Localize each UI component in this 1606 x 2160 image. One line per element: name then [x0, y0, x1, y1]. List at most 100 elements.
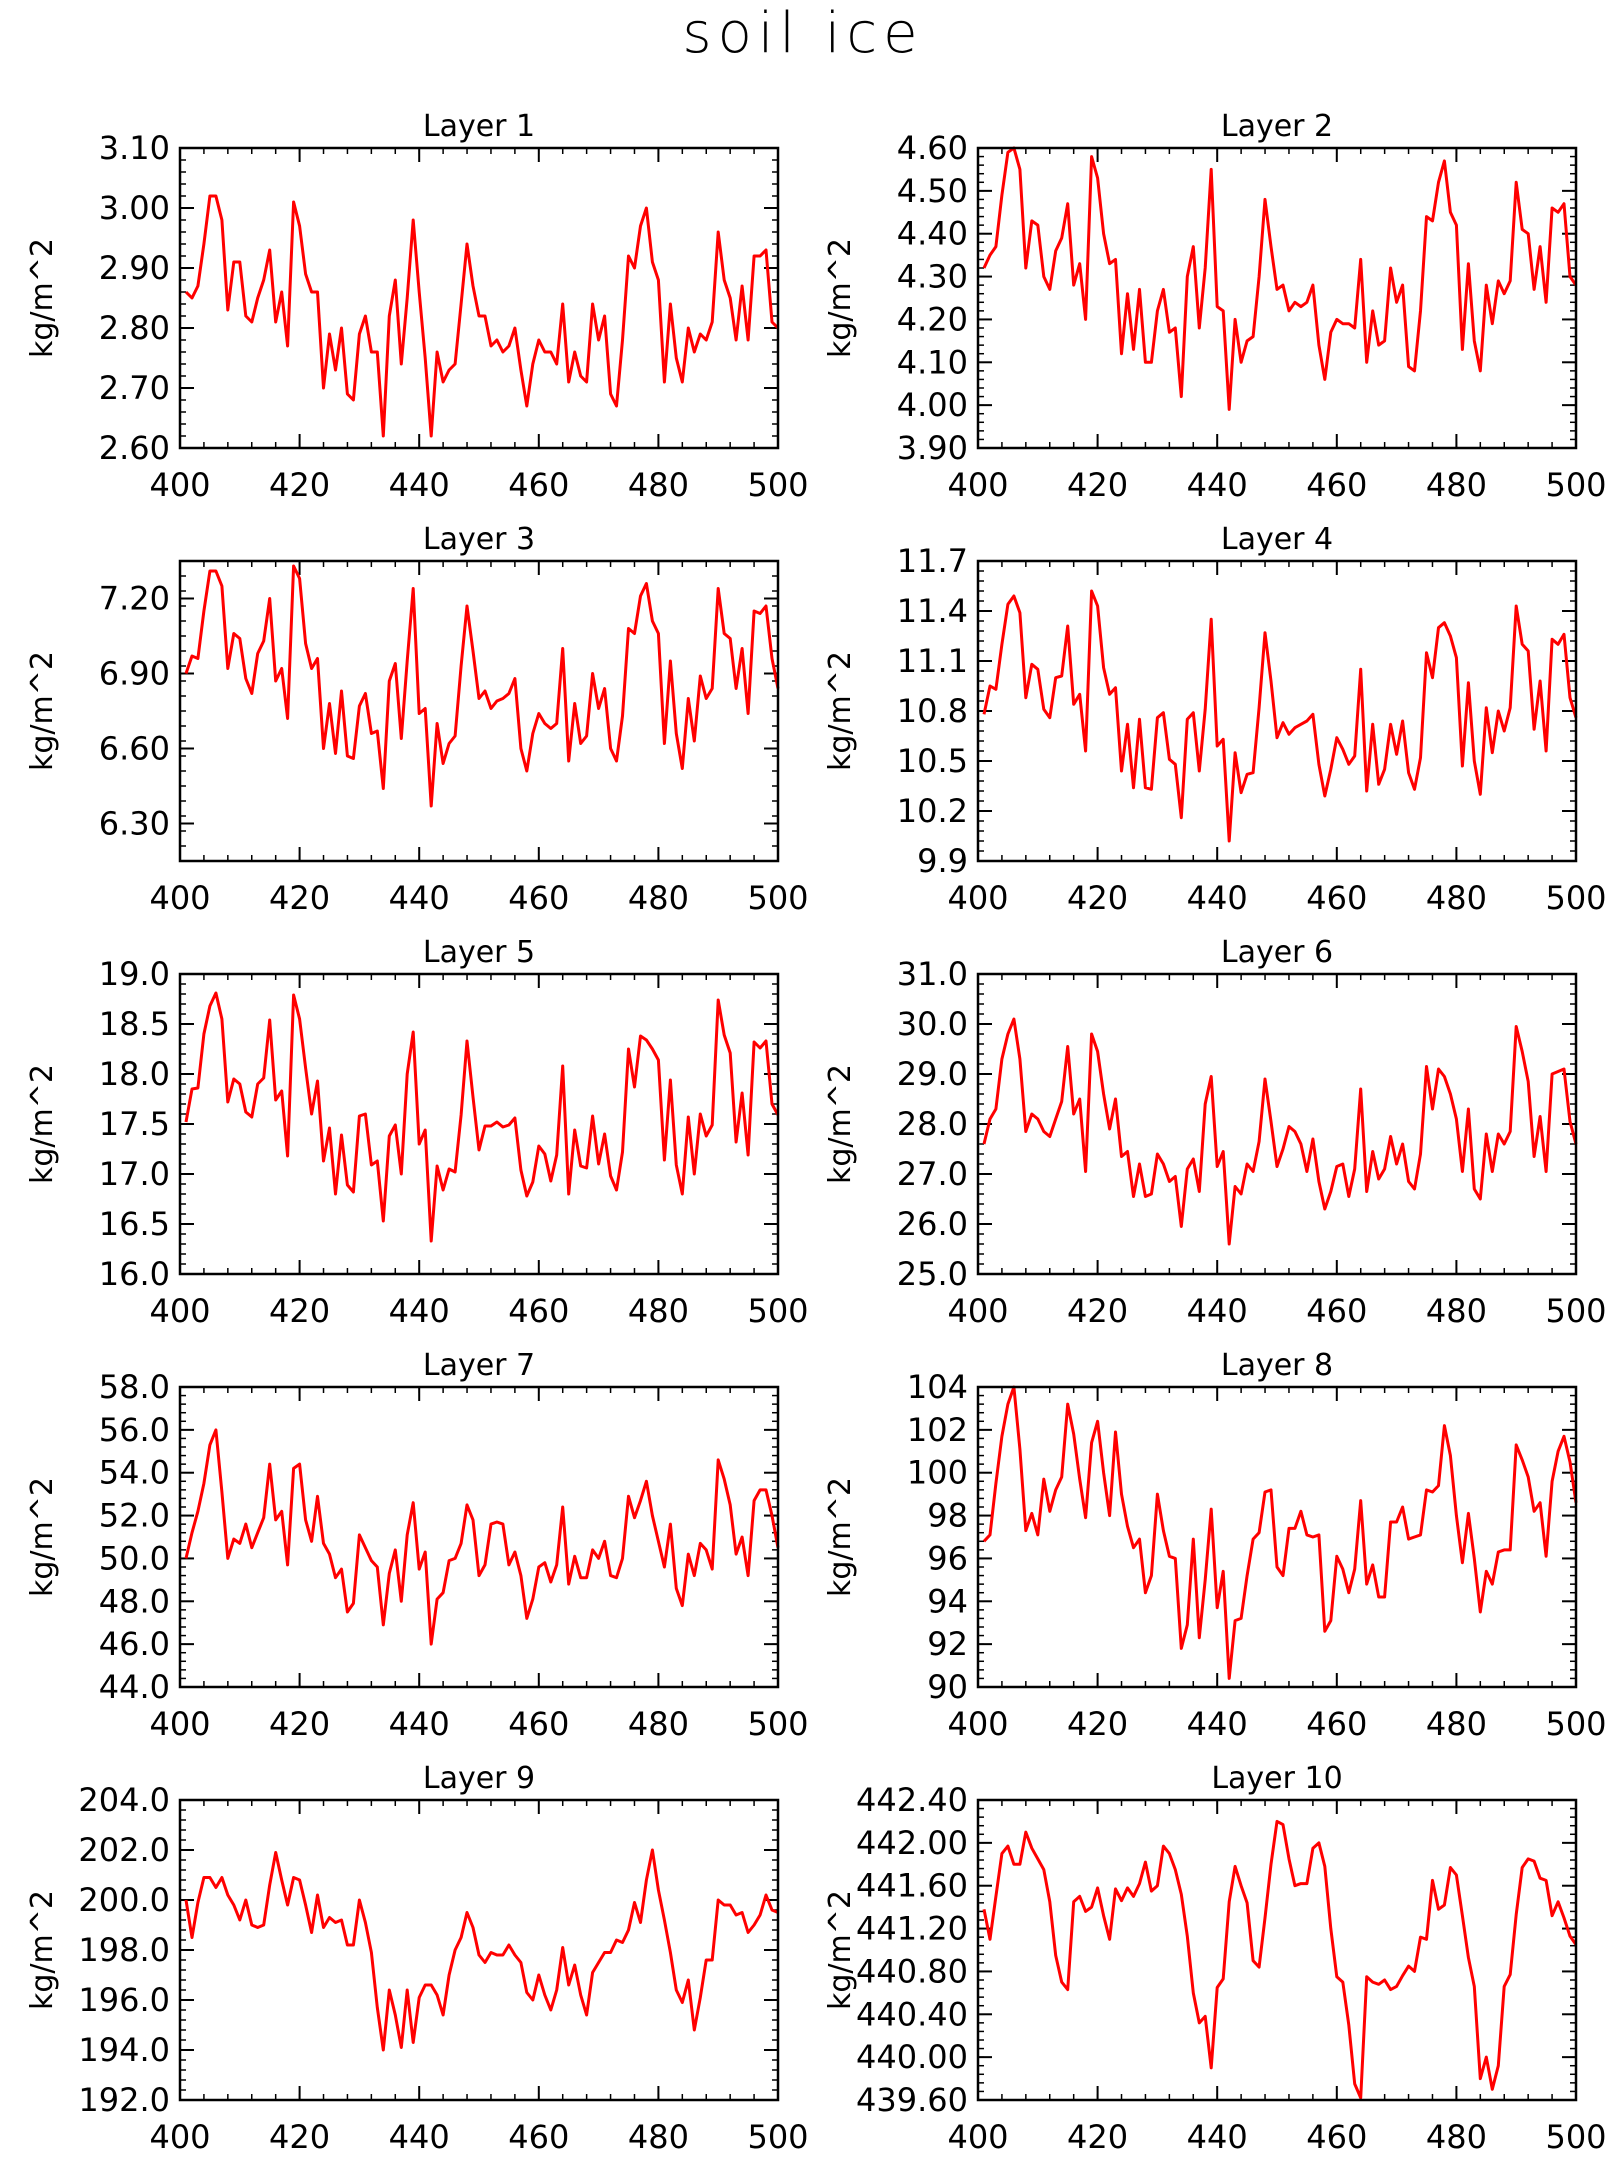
y-tick-label: 104: [907, 1368, 968, 1406]
y-tick-label: 439.60: [856, 2081, 968, 2119]
x-tick-label: 400: [947, 466, 1008, 504]
y-tick-label: 196.0: [78, 1981, 170, 2019]
y-tick-label: 6.90: [99, 655, 170, 693]
x-tick-label: 440: [389, 466, 450, 504]
y-axis-label: kg/m^2: [823, 1477, 858, 1597]
y-tick-label: 200.0: [78, 1881, 170, 1919]
x-tick-label: 420: [269, 1705, 330, 1743]
x-tick-label: 460: [1306, 1292, 1367, 1330]
x-tick-label: 440: [389, 1705, 450, 1743]
x-tick-label: 420: [1067, 1705, 1128, 1743]
series-line: [982, 1819, 1578, 2100]
x-tick-label: 460: [508, 1705, 569, 1743]
y-tick-label: 4.20: [897, 300, 968, 338]
y-tick-label: 52.0: [99, 1497, 170, 1535]
y-tick-label: 16.5: [99, 1205, 170, 1243]
x-tick-label: 400: [947, 879, 1008, 917]
plot-frame: [178, 972, 780, 1276]
y-tick-label: 10.5: [897, 742, 968, 780]
x-tick-label: 460: [1306, 466, 1367, 504]
y-tick-label: 94: [927, 1582, 968, 1620]
x-tick-label: 480: [628, 2118, 689, 2156]
panel-title: Layer 1: [423, 109, 535, 144]
y-axis-label: kg/m^2: [25, 238, 60, 358]
x-tick-label: 480: [1426, 1705, 1487, 1743]
x-tick-label: 500: [747, 1705, 808, 1743]
y-tick-label: 17.0: [99, 1155, 170, 1193]
y-tick-label: 442.00: [856, 1824, 968, 1862]
y-tick-label: 194.0: [78, 2031, 170, 2069]
y-tick-label: 90: [927, 1668, 968, 1706]
series-line: [184, 1428, 780, 1646]
y-axis-label: kg/m^2: [823, 1064, 858, 1184]
y-tick-label: 2.60: [99, 429, 170, 467]
y-tick-label: 204.0: [78, 1781, 170, 1819]
panel-title: Layer 8: [1221, 1348, 1333, 1383]
y-axis-label: kg/m^2: [823, 651, 858, 771]
y-tick-label: 54.0: [99, 1454, 170, 1492]
x-tick-label: 500: [1545, 1705, 1606, 1743]
series-line: [982, 1385, 1578, 1680]
y-tick-label: 11.1: [897, 642, 968, 680]
y-tick-label: 18.5: [99, 1005, 170, 1043]
series-line: [982, 589, 1578, 843]
y-axis-label: kg/m^2: [25, 1890, 60, 2010]
x-tick-label: 400: [149, 879, 210, 917]
x-tick-label: 420: [1067, 879, 1128, 917]
y-tick-label: 56.0: [99, 1411, 170, 1449]
y-axis-label: kg/m^2: [823, 1890, 858, 2010]
panel-layer-5: Layer 5 kg/m^2 400 420 440 460 480 500 16.0 16.5 1…: [25, 935, 809, 1330]
y-axis-label: kg/m^2: [25, 1064, 60, 1184]
y-tick-label: 3.90: [897, 429, 968, 467]
x-tick-label: 420: [269, 879, 330, 917]
x-tick-label: 460: [1306, 1705, 1367, 1743]
y-tick-label: 46.0: [99, 1625, 170, 1663]
x-tick-label: 460: [1306, 2118, 1367, 2156]
x-tick-label: 440: [1187, 466, 1248, 504]
y-tick-label: 17.5: [99, 1105, 170, 1143]
x-tick-label: 500: [747, 879, 808, 917]
x-tick-label: 460: [508, 879, 569, 917]
x-tick-label: 440: [389, 1292, 450, 1330]
plot-frame: [976, 146, 1578, 450]
y-tick-label: 11.7: [897, 542, 968, 580]
panel-layer-3: Layer 3 kg/m^2 400 420 440 460 480 500 6.30 6.60 6…: [25, 522, 809, 917]
y-tick-label: 96: [927, 1539, 968, 1577]
y-tick-label: 6.30: [99, 805, 170, 843]
y-tick-label: 100: [907, 1454, 968, 1492]
x-tick-label: 440: [389, 2118, 450, 2156]
x-tick-label: 480: [628, 879, 689, 917]
x-tick-label: 400: [149, 466, 210, 504]
x-tick-label: 440: [1187, 1705, 1248, 1743]
y-tick-label: 198.0: [78, 1931, 170, 1969]
y-tick-label: 4.40: [897, 215, 968, 253]
y-tick-label: 30.0: [897, 1005, 968, 1043]
y-tick-label: 441.60: [856, 1867, 968, 1905]
panel-layer-6: Layer 6 kg/m^2 400 420 440 460 480 500 25.0 26.0 2…: [823, 935, 1606, 1330]
series-line: [982, 146, 1578, 411]
x-tick-label: 400: [947, 1292, 1008, 1330]
plot-frame: [178, 1798, 780, 2102]
x-tick-label: 480: [628, 1292, 689, 1330]
y-tick-label: 18.0: [99, 1055, 170, 1093]
series-line: [184, 1848, 779, 2052]
x-tick-label: 500: [1545, 879, 1606, 917]
x-tick-label: 420: [1067, 2118, 1128, 2156]
x-tick-label: 440: [1187, 1292, 1248, 1330]
x-tick-label: 480: [628, 466, 689, 504]
plot-frame: [976, 1798, 1578, 2102]
y-tick-label: 29.0: [897, 1055, 968, 1093]
panel-layer-8: Layer 8 kg/m^2 400 420 440 460 480 500 90 92 94 96 9…: [823, 1348, 1606, 1743]
x-tick-label: 460: [508, 466, 569, 504]
x-tick-label: 420: [269, 1292, 330, 1330]
y-tick-label: 50.0: [99, 1539, 170, 1577]
y-tick-label: 16.0: [99, 1255, 170, 1293]
y-tick-label: 58.0: [99, 1368, 170, 1406]
plot-frame: [976, 559, 1578, 863]
y-tick-label: 92: [927, 1625, 968, 1663]
y-tick-label: 44.0: [99, 1668, 170, 1706]
x-tick-label: 400: [947, 2118, 1008, 2156]
panel-title: Layer 2: [1221, 109, 1333, 144]
panel-title: Layer 7: [423, 1348, 535, 1383]
